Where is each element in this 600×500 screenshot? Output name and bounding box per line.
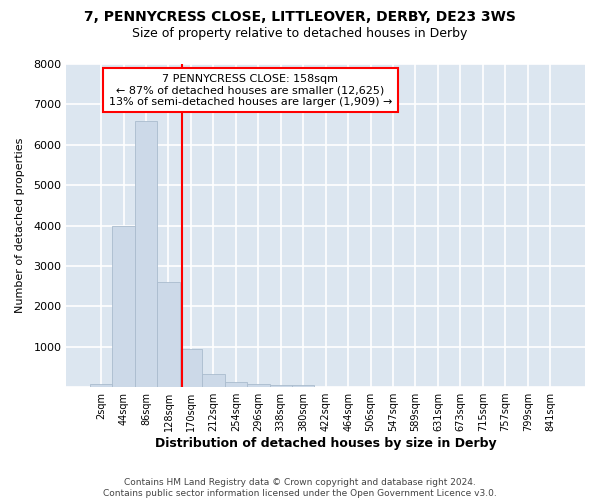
Bar [157, 282, 180, 387]
Bar [292, 384, 314, 387]
Text: Size of property relative to detached houses in Derby: Size of property relative to detached ho… [133, 28, 467, 40]
Bar [247, 384, 269, 387]
Bar [224, 382, 247, 387]
Bar [112, 226, 135, 387]
X-axis label: Distribution of detached houses by size in Derby: Distribution of detached houses by size … [155, 437, 496, 450]
Bar [269, 384, 292, 387]
Bar [90, 384, 112, 387]
Bar [180, 348, 202, 387]
Text: 7 PENNYCRESS CLOSE: 158sqm
← 87% of detached houses are smaller (12,625)
13% of : 7 PENNYCRESS CLOSE: 158sqm ← 87% of deta… [109, 74, 392, 107]
Bar [202, 374, 224, 387]
Y-axis label: Number of detached properties: Number of detached properties [15, 138, 25, 313]
Bar [135, 120, 157, 387]
Text: Contains HM Land Registry data © Crown copyright and database right 2024.
Contai: Contains HM Land Registry data © Crown c… [103, 478, 497, 498]
Text: 7, PENNYCRESS CLOSE, LITTLEOVER, DERBY, DE23 3WS: 7, PENNYCRESS CLOSE, LITTLEOVER, DERBY, … [84, 10, 516, 24]
